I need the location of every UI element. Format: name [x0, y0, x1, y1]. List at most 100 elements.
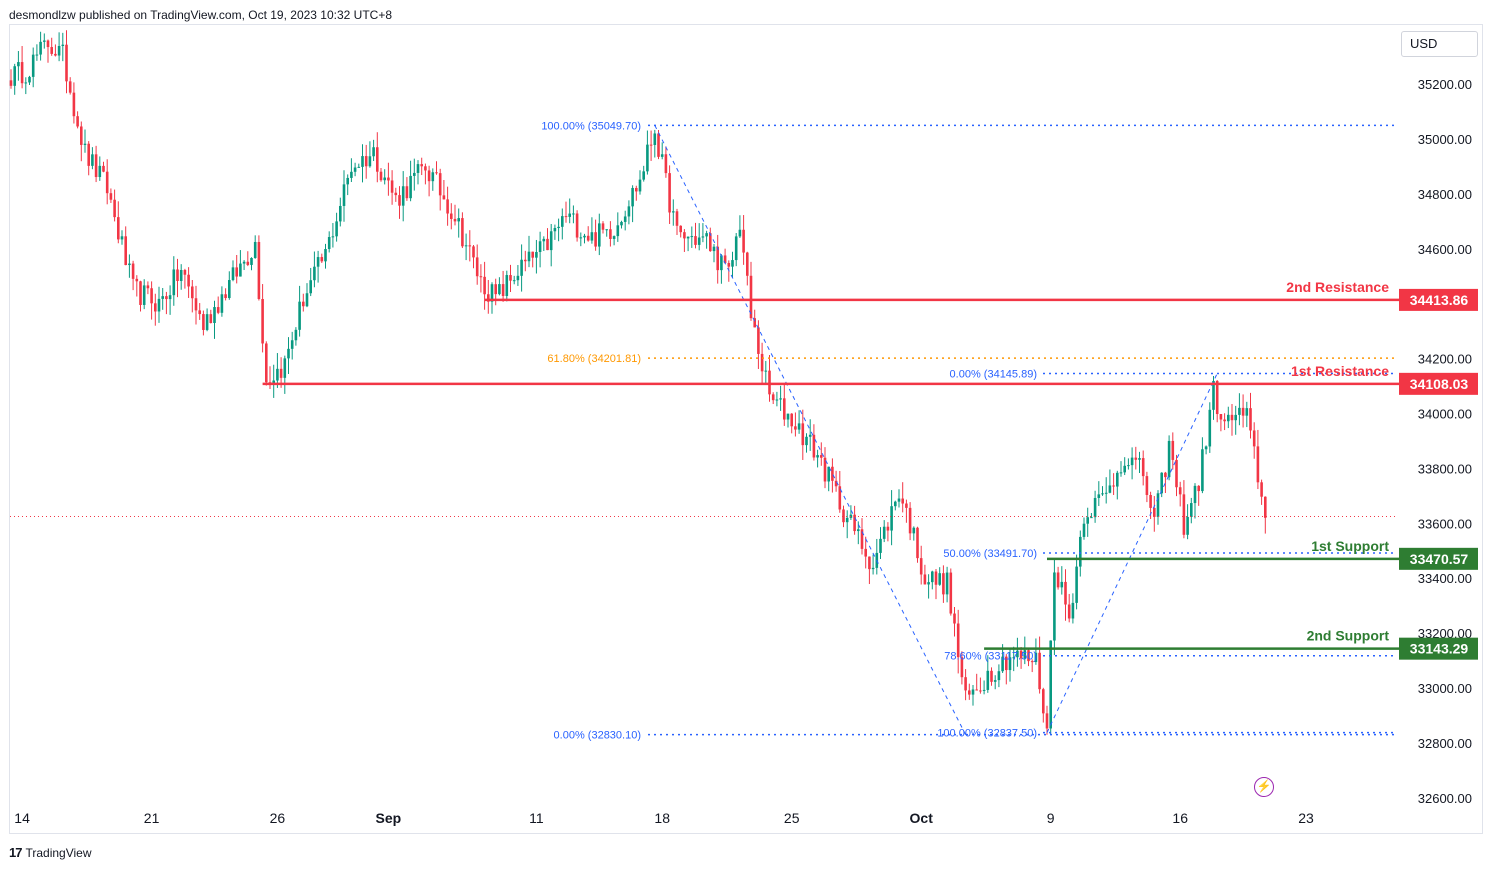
- candle-up: [1190, 503, 1193, 517]
- candle-down: [194, 298, 198, 311]
- candle-up: [335, 221, 338, 237]
- candle-up: [561, 216, 564, 227]
- candle-down: [657, 133, 660, 157]
- candle-down: [771, 394, 775, 401]
- candle-up: [128, 263, 131, 266]
- chart-frame: [9, 24, 1483, 834]
- candle-up: [697, 237, 701, 245]
- candle-down: [72, 92, 76, 117]
- candle-down: [165, 296, 168, 300]
- candle-down: [1027, 650, 1030, 662]
- candle-up: [416, 164, 420, 173]
- candle-up: [871, 567, 875, 570]
- candle-down: [1145, 476, 1149, 495]
- support-level: 2nd Support 33143.29: [984, 628, 1478, 660]
- flash-icon[interactable]: ⚡: [1254, 777, 1274, 797]
- candle-up: [31, 54, 35, 77]
- publisher-note: desmondlzw published on TradingView.com,…: [9, 8, 393, 22]
- candle-up: [857, 529, 860, 532]
- candle-down: [1241, 407, 1245, 416]
- candle-up: [283, 358, 287, 378]
- candle-up: [83, 143, 87, 145]
- candle-up: [971, 689, 975, 695]
- candle-up: [24, 82, 28, 84]
- candle-down: [198, 310, 201, 315]
- candle-down: [87, 143, 90, 166]
- candle-up: [231, 267, 235, 281]
- candle-down: [905, 503, 908, 508]
- candle-up: [57, 45, 61, 56]
- candle-down: [394, 192, 398, 196]
- x-tick-label: 18: [654, 810, 670, 826]
- support-label: 2nd Support: [1307, 628, 1390, 644]
- candle-down: [461, 218, 464, 247]
- candle-up: [938, 573, 941, 585]
- candle-up: [816, 455, 819, 458]
- candle-up: [845, 517, 849, 523]
- candle-up: [598, 223, 601, 247]
- candle-down: [187, 274, 190, 287]
- candle-up: [357, 166, 361, 168]
- candle-down: [1030, 661, 1034, 663]
- candle-down: [1056, 572, 1060, 588]
- y-tick-label: 34200.00: [1418, 352, 1472, 367]
- candle-down: [135, 278, 139, 282]
- candle-down: [364, 156, 368, 167]
- candle-down: [1042, 689, 1045, 714]
- candle-up: [250, 257, 253, 265]
- candle-up: [583, 235, 586, 238]
- candle-down: [1141, 458, 1145, 477]
- candle-down: [494, 284, 497, 295]
- fib-retracement: 100.00% (35049.70) 61.80% (34201.81) 0.00%…: [541, 120, 1397, 742]
- candle-up: [383, 177, 386, 181]
- candle-up: [1082, 523, 1086, 537]
- candle-up: [605, 229, 608, 231]
- candle-down: [191, 286, 194, 299]
- candle-up: [1201, 449, 1204, 492]
- candle-up: [1123, 465, 1126, 473]
- y-tick-label: 33000.00: [1418, 681, 1472, 696]
- candle-up: [982, 689, 986, 691]
- candle-down: [919, 558, 923, 575]
- candle-up: [731, 260, 734, 267]
- candle-down: [716, 246, 719, 271]
- candle-up: [764, 370, 768, 372]
- candle-up: [401, 186, 405, 206]
- candle-down: [265, 343, 268, 383]
- candle-down: [564, 216, 568, 218]
- candle-up: [631, 187, 634, 207]
- candle-up: [368, 156, 372, 167]
- candle-up: [239, 263, 242, 277]
- candle-up: [1097, 494, 1101, 498]
- x-tick-label: 23: [1298, 810, 1314, 826]
- candle-down: [216, 307, 220, 313]
- currency-selector[interactable]: USD: [1401, 31, 1478, 57]
- candle-up: [28, 76, 31, 83]
- candle-up: [1167, 440, 1171, 478]
- candle-down: [916, 527, 919, 559]
- candle-down: [1134, 457, 1138, 460]
- candle-down: [546, 238, 549, 251]
- tradingview-logo[interactable]: 17 TradingView: [9, 845, 92, 860]
- x-tick-label: 14: [14, 810, 30, 826]
- candle-up: [712, 246, 716, 252]
- candle-down: [1230, 414, 1234, 421]
- candle-up: [557, 226, 560, 229]
- resistance-level: 2nd Resistance 34413.86: [484, 279, 1478, 311]
- candle-up: [290, 340, 294, 349]
- candle-down: [117, 217, 120, 240]
- candle-up: [1001, 656, 1004, 672]
- candle-up: [287, 348, 290, 359]
- candle-up: [775, 399, 779, 401]
- candle-up: [1034, 652, 1038, 663]
- candle-up: [894, 501, 897, 507]
- candle-up: [827, 466, 830, 482]
- candle-down: [923, 574, 927, 585]
- y-tick-label: 34000.00: [1418, 407, 1472, 422]
- candle-down: [150, 288, 153, 304]
- candle-down: [320, 257, 324, 262]
- candle-down: [635, 187, 638, 192]
- price-tag-label: 34413.86: [1410, 292, 1469, 308]
- candle-up: [616, 225, 620, 237]
